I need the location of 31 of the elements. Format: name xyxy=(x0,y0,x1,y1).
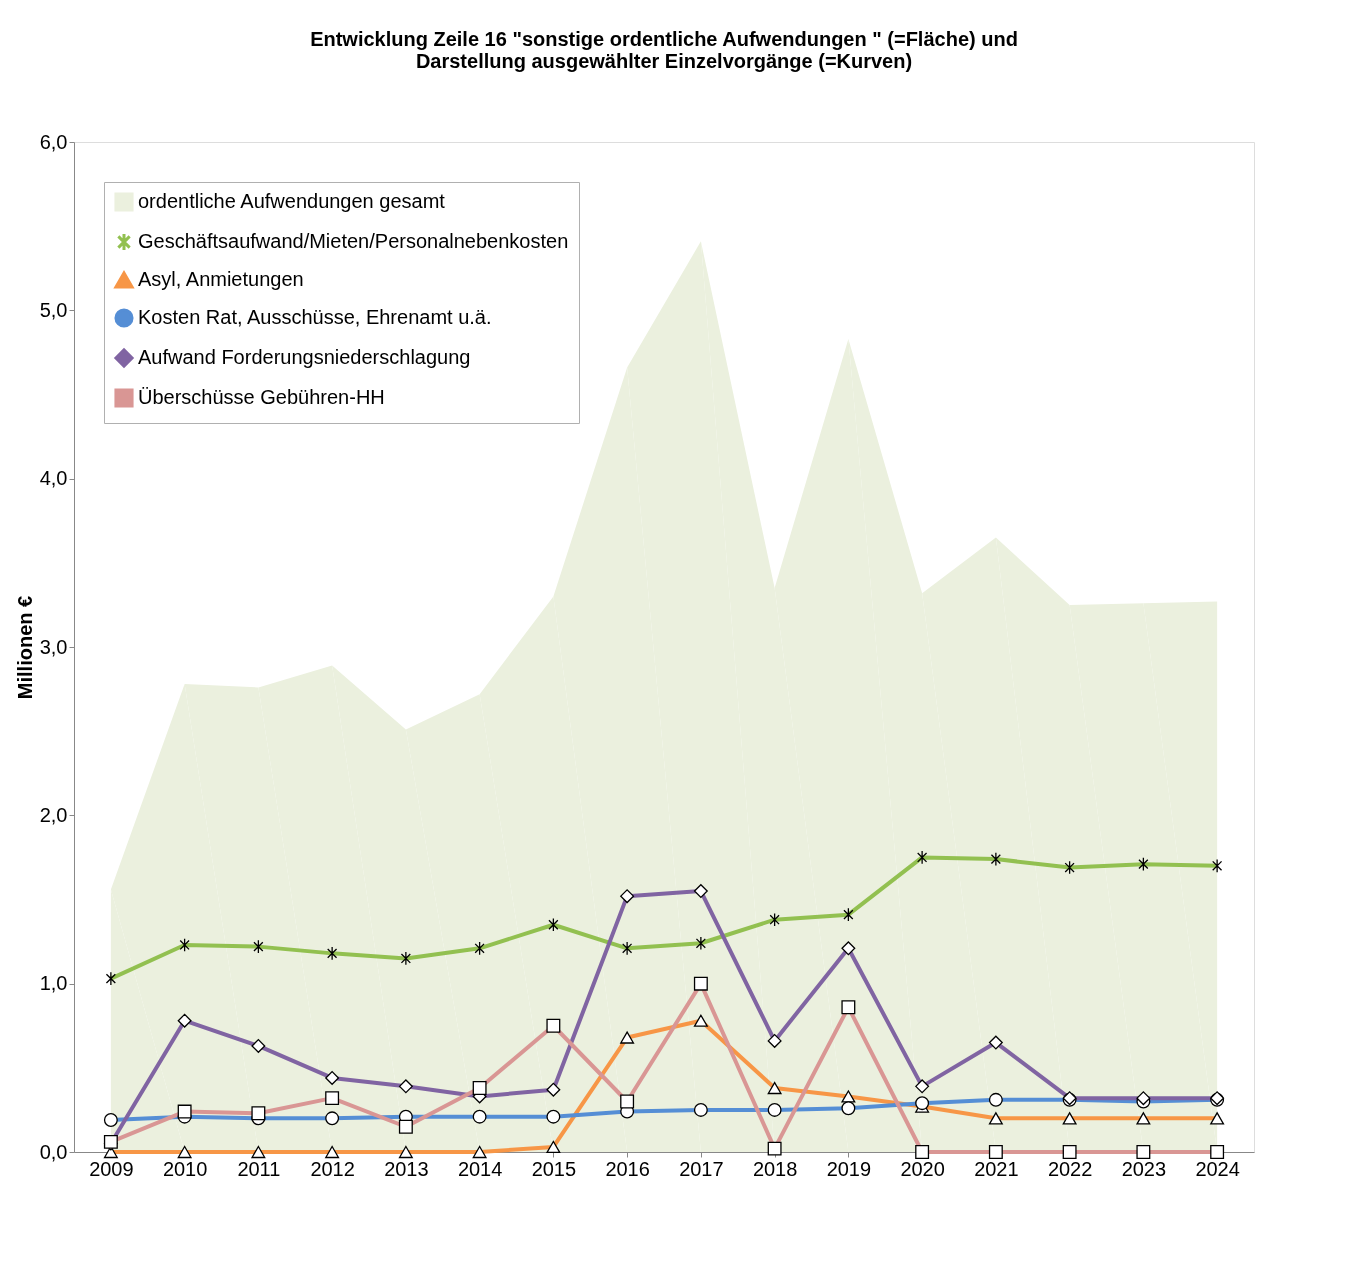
y-tick-label: 6,0 xyxy=(39,130,68,153)
y-axis-title: Millionen € xyxy=(13,595,36,700)
legend-label: Geschäftsaufwand/Mieten/Personalnebenkosten xyxy=(138,230,569,252)
x-tick-label: 2017 xyxy=(679,1157,724,1180)
legend-label: ordentliche Aufwendungen gesamt xyxy=(138,190,446,212)
x-tick-label: 2015 xyxy=(531,1157,577,1180)
chart-title: Entwicklung Zeile 16 "sonstige ordentliche Aufwendungen " (=Fläche) und Darstellung ausgewählter Einzelvorgänge (=Kurven) xyxy=(310,28,1018,72)
x-tick-label: 2011 xyxy=(237,1157,281,1180)
y-tick-label: 2,0 xyxy=(39,803,68,826)
x-tick-label: 2024 xyxy=(1195,1157,1240,1180)
x-tick-label: 2013 xyxy=(384,1157,429,1180)
x-tick-label: 2014 xyxy=(457,1157,503,1180)
y-tick-label: 3,0 xyxy=(39,635,68,658)
x-tick-label: 2020 xyxy=(900,1157,945,1180)
x-tick-label: 2016 xyxy=(605,1157,650,1180)
legend-label: Aufwand Forderungsniederschlagung xyxy=(138,346,471,368)
x-tick-label: 2022 xyxy=(1047,1157,1093,1180)
y-tick-label: 0,0 xyxy=(39,1140,68,1163)
x-tick-label: 2019 xyxy=(826,1157,872,1180)
legend-label: Asyl, Anmietungen xyxy=(138,268,304,290)
x-tick-label: 2012 xyxy=(310,1157,355,1180)
x-tick-label: 2009 xyxy=(89,1157,134,1180)
x-tick-label: 2018 xyxy=(752,1157,798,1180)
y-tick-label: 1,0 xyxy=(39,972,68,995)
x-tick-label: 2023 xyxy=(1121,1157,1167,1180)
x-tick-label: 2010 xyxy=(162,1157,208,1180)
x-tick-label: 2021 xyxy=(974,1157,1019,1180)
legend-label: Kosten Rat, Ausschüsse, Ehrenamt u.ä. xyxy=(138,306,492,328)
y-tick-label: 4,0 xyxy=(39,467,68,490)
y-tick-label: 5,0 xyxy=(39,298,68,321)
legend-label: Überschüsse Gebühren-HH xyxy=(138,386,385,408)
